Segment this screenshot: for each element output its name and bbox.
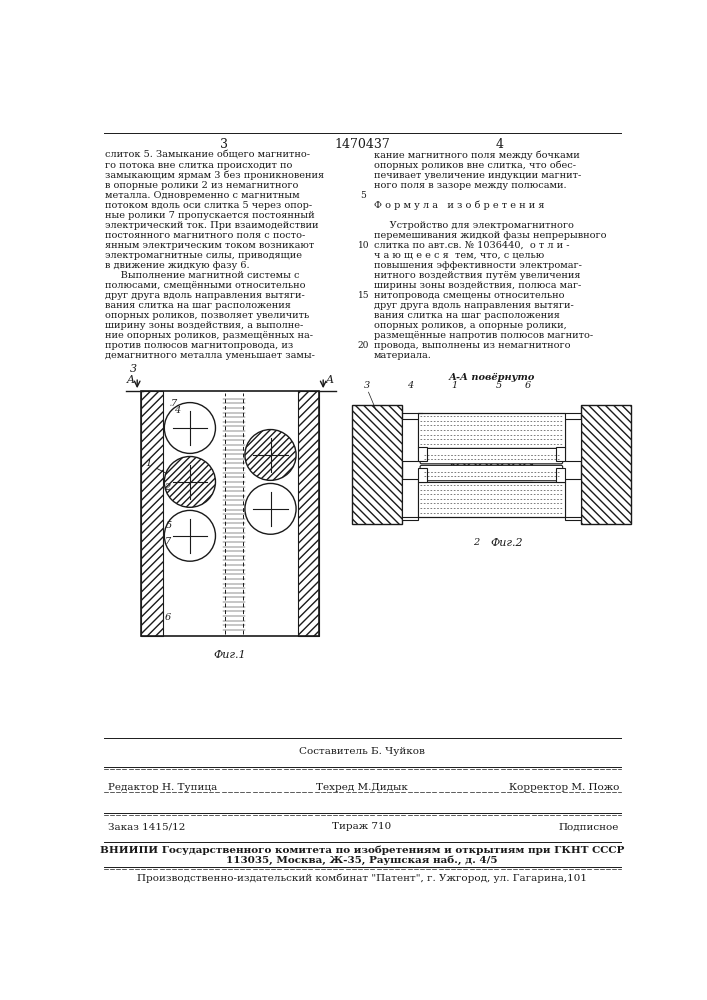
Bar <box>402 479 418 520</box>
Text: Производственно-издательский комбинат "Патент", г. Ужгород, ул. Гагарина,101: Производственно-издательский комбинат "П… <box>137 874 587 883</box>
Circle shape <box>164 456 216 507</box>
Bar <box>402 419 418 461</box>
Text: го потока вне слитка происходит по: го потока вне слитка происходит по <box>105 161 293 170</box>
Text: 4: 4 <box>495 138 503 151</box>
Text: Заказ 1415/12: Заказ 1415/12 <box>107 822 185 831</box>
Bar <box>418 447 427 461</box>
Text: замыкающим ярмам 3 без проникновения: замыкающим ярмам 3 без проникновения <box>105 171 325 180</box>
Text: металла. Одновременно с магнитным: металла. Одновременно с магнитным <box>105 191 300 200</box>
Text: Фиг.1: Фиг.1 <box>214 650 247 660</box>
Text: Тираж 710: Тираж 710 <box>332 822 392 831</box>
Text: 3: 3 <box>129 364 136 374</box>
Text: Выполнение магнитной системы с: Выполнение магнитной системы с <box>105 271 300 280</box>
Text: 15: 15 <box>358 291 369 300</box>
Text: слитка по авт.св. № 1036440,  о т л и -: слитка по авт.св. № 1036440, о т л и - <box>373 241 569 250</box>
Text: электрический ток. При взаимодействии: электрический ток. При взаимодействии <box>105 221 319 230</box>
Text: 4: 4 <box>407 380 413 389</box>
Text: против полюсов магнитопровода, из: против полюсов магнитопровода, из <box>105 341 293 350</box>
Text: ВНИИПИ Государственного комитета по изобретениям и открытиям при ГКНТ СССР: ВНИИПИ Государственного комитета по изоб… <box>100 846 624 855</box>
Bar <box>565 479 580 520</box>
Text: опорных роликов, а опорные ролики,: опорных роликов, а опорные ролики, <box>373 321 566 330</box>
Bar <box>556 447 565 461</box>
Text: нитного воздействия путём увеличения: нитного воздействия путём увеличения <box>373 271 580 280</box>
Circle shape <box>164 510 216 561</box>
Text: постоянного магнитного поля с посто-: постоянного магнитного поля с посто- <box>105 231 305 240</box>
Text: ч а ю щ е е с я  тем, что, с целью: ч а ю щ е е с я тем, что, с целью <box>373 251 544 260</box>
Bar <box>565 419 580 461</box>
Bar <box>352 405 402 524</box>
Text: слиток 5. Замыкание общего магнитно-: слиток 5. Замыкание общего магнитно- <box>105 151 310 160</box>
Text: 3: 3 <box>364 380 370 389</box>
Text: 1: 1 <box>145 460 165 473</box>
Text: Составитель Б. Чуйков: Составитель Б. Чуйков <box>299 747 425 756</box>
Circle shape <box>245 483 296 534</box>
Bar <box>418 482 565 517</box>
Text: печивает увеличение индукции магнит-: печивает увеличение индукции магнит- <box>373 171 581 180</box>
Text: 1: 1 <box>452 380 457 389</box>
Circle shape <box>245 430 296 480</box>
Bar <box>580 405 631 524</box>
Text: Устройство для электромагнитного: Устройство для электромагнитного <box>373 221 573 230</box>
Circle shape <box>164 403 216 453</box>
Text: размещённые напротив полюсов магнито-: размещённые напротив полюсов магнито- <box>373 331 592 340</box>
Text: полюсами, смещёнными относительно: полюсами, смещёнными относительно <box>105 281 306 290</box>
Text: А-А повёрнуто: А-А повёрнуто <box>448 373 534 382</box>
FancyBboxPatch shape <box>420 465 563 481</box>
Text: Фиг.2: Фиг.2 <box>491 538 523 548</box>
Text: Ф о р м у л а   и з о б р е т е н и я: Ф о р м у л а и з о б р е т е н и я <box>373 201 544 210</box>
Text: повышения эффективности электромаг-: повышения эффективности электромаг- <box>373 261 581 270</box>
Text: 2: 2 <box>164 483 170 492</box>
Text: нитопровода смещены относительно: нитопровода смещены относительно <box>373 291 564 300</box>
Text: опорных роликов, позволяет увеличить: опорных роликов, позволяет увеличить <box>105 311 310 320</box>
Text: 7: 7 <box>164 536 170 546</box>
Bar <box>556 468 565 482</box>
Text: 20: 20 <box>358 341 369 350</box>
Text: друг друга вдоль направления вытяги-: друг друга вдоль направления вытяги- <box>105 291 305 300</box>
Text: вания слитка на шаг расположения: вания слитка на шаг расположения <box>105 301 291 310</box>
Bar <box>141 391 320 636</box>
Text: Подписное: Подписное <box>559 822 619 831</box>
Text: Техред М.Дидык: Техред М.Дидык <box>316 783 408 792</box>
Text: ширину зоны воздействия, а выполне-: ширину зоны воздействия, а выполне- <box>105 321 304 330</box>
Text: ного поля в зазоре между полюсами.: ного поля в зазоре между полюсами. <box>373 181 566 190</box>
Text: друг друга вдоль направления вытяги-: друг друга вдоль направления вытяги- <box>373 301 573 310</box>
Bar <box>451 449 532 480</box>
Text: потоком вдоль оси слитка 5 через опор-: потоком вдоль оси слитка 5 через опор- <box>105 201 312 210</box>
Text: 6: 6 <box>164 613 170 622</box>
Text: янным электрическим током возникают: янным электрическим током возникают <box>105 241 315 250</box>
Text: перемешивания жидкой фазы непрерывного: перемешивания жидкой фазы непрерывного <box>373 231 606 240</box>
Text: Корректор М. Пожо: Корректор М. Пожо <box>509 783 619 792</box>
Text: 5: 5 <box>361 191 366 200</box>
Text: 10: 10 <box>358 241 369 250</box>
Text: 113035, Москва, Ж-35, Раушская наб., д. 4/5: 113035, Москва, Ж-35, Раушская наб., д. … <box>226 856 498 865</box>
Text: демагнитного металла уменьшает замы-: демагнитного металла уменьшает замы- <box>105 351 315 360</box>
Text: ширины зоны воздействия, полюса маг-: ширины зоны воздействия, полюса маг- <box>373 281 581 290</box>
Text: провода, выполнены из немагнитного: провода, выполнены из немагнитного <box>373 341 570 350</box>
Text: вания слитка на шаг расположения: вания слитка на шаг расположения <box>373 311 559 320</box>
Text: ные ролики 7 пропускается постоянный: ные ролики 7 пропускается постоянный <box>105 211 315 220</box>
Text: кание магнитного поля между бочками: кание магнитного поля между бочками <box>373 151 579 160</box>
Text: в опорные ролики 2 из немагнитного: в опорные ролики 2 из немагнитного <box>105 181 299 190</box>
Bar <box>418 468 427 482</box>
Bar <box>141 391 163 636</box>
Text: 6: 6 <box>525 380 532 389</box>
Text: Редактор Н. Тупица: Редактор Н. Тупица <box>107 783 217 792</box>
Text: A: A <box>325 375 334 385</box>
Text: 5: 5 <box>166 521 172 530</box>
Text: 2: 2 <box>473 538 479 547</box>
Text: 4: 4 <box>174 406 180 415</box>
Text: материала.: материала. <box>373 351 431 360</box>
Text: 1470437: 1470437 <box>334 138 390 151</box>
Text: 3: 3 <box>220 138 228 151</box>
Bar <box>298 391 320 636</box>
Text: 7: 7 <box>170 399 177 408</box>
Text: A: A <box>127 375 135 385</box>
Text: электромагнитные силы, приводящие: электромагнитные силы, приводящие <box>105 251 303 260</box>
Text: в движение жидкую фазу 6.: в движение жидкую фазу 6. <box>105 261 250 270</box>
Text: ние опорных роликов, размещённых на-: ние опорных роликов, размещённых на- <box>105 331 313 340</box>
Text: опорных роликов вне слитка, что обес-: опорных роликов вне слитка, что обес- <box>373 161 575 170</box>
Text: 5: 5 <box>496 380 502 389</box>
Bar <box>418 413 565 448</box>
FancyBboxPatch shape <box>420 448 563 464</box>
